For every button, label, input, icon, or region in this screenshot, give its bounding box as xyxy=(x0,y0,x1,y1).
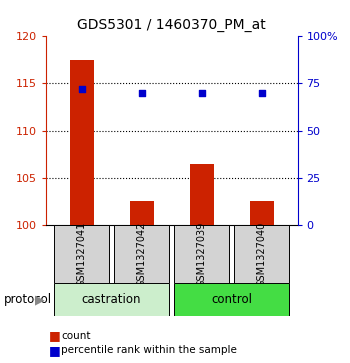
Bar xyxy=(250,201,273,225)
Point xyxy=(79,86,84,92)
Point xyxy=(199,90,204,96)
Point xyxy=(259,90,264,96)
Text: ■: ■ xyxy=(49,344,61,357)
Point xyxy=(139,90,144,96)
Text: GSM1327040: GSM1327040 xyxy=(257,221,266,287)
Bar xyxy=(70,60,93,225)
Text: percentile rank within the sample: percentile rank within the sample xyxy=(61,345,237,355)
Text: protocol: protocol xyxy=(4,293,52,306)
Text: control: control xyxy=(211,293,252,306)
Text: GSM1327041: GSM1327041 xyxy=(77,221,86,287)
Text: GSM1327039: GSM1327039 xyxy=(196,221,206,287)
Title: GDS5301 / 1460370_PM_at: GDS5301 / 1460370_PM_at xyxy=(77,19,266,33)
FancyBboxPatch shape xyxy=(174,283,289,316)
Bar xyxy=(189,164,214,225)
Text: ▶: ▶ xyxy=(35,293,45,306)
FancyBboxPatch shape xyxy=(234,225,289,283)
Text: ■: ■ xyxy=(49,329,61,342)
FancyBboxPatch shape xyxy=(114,225,169,283)
FancyBboxPatch shape xyxy=(54,225,109,283)
Text: castration: castration xyxy=(82,293,141,306)
Text: GSM1327042: GSM1327042 xyxy=(136,221,147,287)
FancyBboxPatch shape xyxy=(174,225,229,283)
Text: count: count xyxy=(61,331,91,341)
FancyBboxPatch shape xyxy=(54,283,169,316)
Bar xyxy=(130,201,154,225)
